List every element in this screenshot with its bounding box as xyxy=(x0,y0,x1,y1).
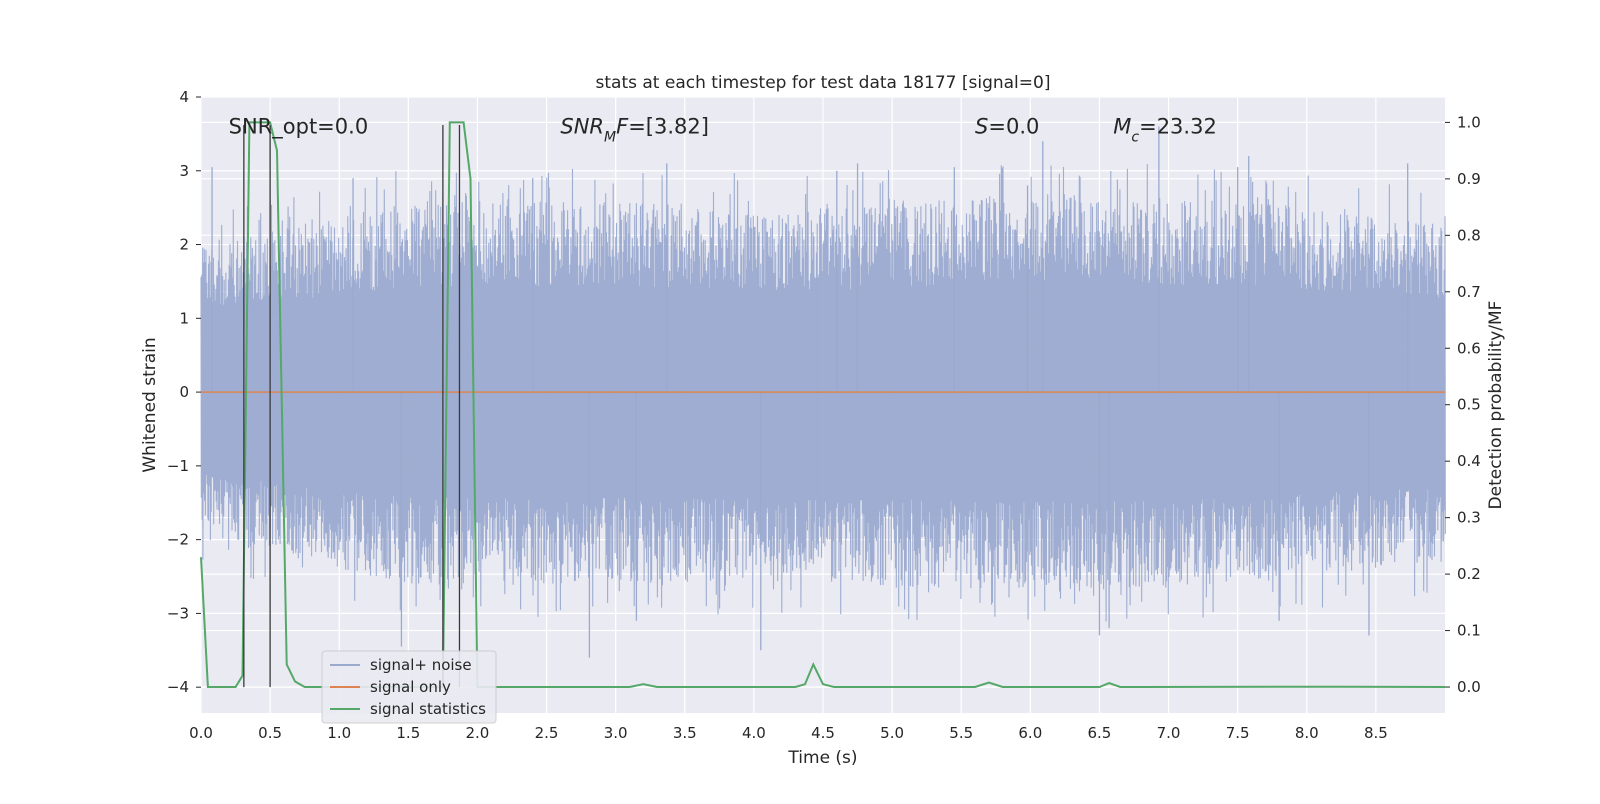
y-tick-label: −4 xyxy=(167,678,189,696)
x-tick-label: 4.5 xyxy=(811,724,835,742)
y-axis-label: Whitened strain xyxy=(140,337,160,472)
y-tick-label: 1 xyxy=(179,309,189,327)
x-tick-label: 5.5 xyxy=(949,724,973,742)
x-tick-label: 8.0 xyxy=(1295,724,1319,742)
x-tick-label: 6.5 xyxy=(1088,724,1112,742)
annotation-s-val: S=0.0 xyxy=(975,115,1039,139)
y-tick-label: −1 xyxy=(167,457,189,475)
annotation-snr-mf: SNRMF=[3.82] xyxy=(560,115,709,146)
annotations: SNR_opt=0.0 SNRMF=[3.82] S=0.0 Mc=23.32 xyxy=(229,115,1217,146)
x-tick-label: 0.5 xyxy=(258,724,282,742)
signal-noise-series xyxy=(200,126,1446,658)
y-tick-label: −3 xyxy=(167,604,189,622)
legend: signal+ noise signal only signal statistic… xyxy=(321,650,497,724)
x-tick-label: 5.0 xyxy=(880,724,904,742)
x-tick-label: 1.5 xyxy=(396,724,420,742)
legend-label: signal statistics xyxy=(370,700,486,718)
y2-tick-label: 0.6 xyxy=(1457,339,1481,357)
y2-tick-label: 0.7 xyxy=(1457,283,1481,301)
x-tick-label: 2.5 xyxy=(535,724,559,742)
y2-tick-label: 0.1 xyxy=(1457,622,1481,640)
x-tick-label: 8.5 xyxy=(1364,724,1388,742)
x-tick-label: 7.0 xyxy=(1157,724,1181,742)
x-tick-label: 4.0 xyxy=(742,724,766,742)
y-tick-label: 3 xyxy=(179,162,189,180)
x-axis-label: Time (s) xyxy=(787,748,857,768)
y-tick-label: 4 xyxy=(179,88,189,106)
x-tick-label: 1.0 xyxy=(327,724,351,742)
legend-box xyxy=(321,650,497,724)
x-tick-labels: 0.0 0.5 1.0 1.5 2.0 2.5 3.0 3.5 4.0 4.5 5.0 5.5 6.0 6… xyxy=(189,724,1388,742)
legend-label: signal only xyxy=(370,678,451,696)
y2-tick-label: 0.9 xyxy=(1457,170,1481,188)
y2-tick-labels: 1.0 0.9 0.8 0.7 0.6 0.5 0.4 0.3 0.2 0.1 0.0 xyxy=(1445,113,1481,696)
x-tick-label: 3.0 xyxy=(604,724,628,742)
x-tick-label: 3.5 xyxy=(673,724,697,742)
x-tick-label: 0.0 xyxy=(189,724,213,742)
x-tick-label: 7.5 xyxy=(1226,724,1250,742)
y2-axis-label: Detection probability/MF xyxy=(1486,301,1506,510)
y2-tick-label: 0.2 xyxy=(1457,565,1481,583)
x-tick-label: 6.0 xyxy=(1018,724,1042,742)
signal-statistics-line xyxy=(200,121,1446,689)
chart-title: stats at each timestep for test data 181… xyxy=(596,73,1051,93)
x-tick-label: 2.0 xyxy=(466,724,490,742)
signal-noise-line xyxy=(200,163,1446,622)
marker-lines xyxy=(243,125,461,688)
annotation-mc-val: Mc=23.32 xyxy=(1113,115,1217,146)
y-tick-label: 2 xyxy=(179,236,189,254)
y2-tick-label: 1.0 xyxy=(1457,113,1481,131)
y-tick-label: 0 xyxy=(179,383,189,401)
y-tick-label: −2 xyxy=(167,531,189,549)
y2-tick-label: 0.3 xyxy=(1457,509,1481,527)
y2-tick-label: 0.8 xyxy=(1457,226,1481,244)
legend-label: signal+ noise xyxy=(370,656,472,674)
annotation-snr-opt: SNR_opt=0.0 xyxy=(229,115,369,140)
y2-tick-label: 0.5 xyxy=(1457,396,1481,414)
y2-tick-label: 0.0 xyxy=(1457,678,1481,696)
signal-statistics-series xyxy=(200,121,1446,689)
y2-tick-label: 0.4 xyxy=(1457,452,1481,470)
y-tick-labels: 4 3 2 1 0 −1 −2 −3 −4 xyxy=(167,88,201,696)
